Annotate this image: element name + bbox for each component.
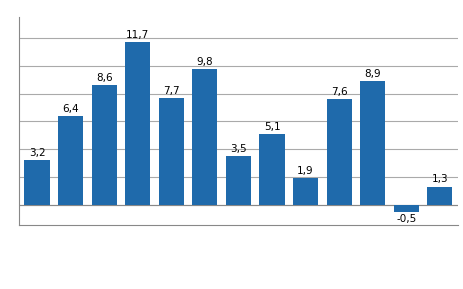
Bar bbox=[293, 178, 318, 205]
Text: 9,8: 9,8 bbox=[197, 57, 213, 66]
Text: 1,9: 1,9 bbox=[297, 166, 314, 176]
Bar bbox=[192, 69, 218, 205]
Bar bbox=[259, 134, 285, 205]
Bar bbox=[394, 205, 419, 212]
Text: -0,5: -0,5 bbox=[396, 214, 416, 224]
Text: 5,1: 5,1 bbox=[264, 122, 280, 132]
Bar bbox=[58, 116, 83, 205]
Text: 3,5: 3,5 bbox=[230, 144, 247, 154]
Bar bbox=[159, 98, 184, 205]
Text: 7,6: 7,6 bbox=[331, 87, 348, 97]
Bar bbox=[427, 187, 452, 205]
Bar bbox=[125, 42, 150, 205]
Text: 1,3: 1,3 bbox=[432, 175, 448, 184]
Bar bbox=[360, 81, 385, 205]
Text: 6,4: 6,4 bbox=[62, 104, 79, 114]
Bar bbox=[25, 160, 50, 205]
Text: 7,7: 7,7 bbox=[163, 86, 180, 96]
Text: 8,9: 8,9 bbox=[364, 69, 381, 79]
Text: 8,6: 8,6 bbox=[96, 73, 113, 83]
Bar bbox=[92, 85, 117, 205]
Text: 11,7: 11,7 bbox=[126, 30, 150, 40]
Bar bbox=[226, 156, 251, 205]
Text: 3,2: 3,2 bbox=[29, 148, 45, 158]
Bar bbox=[326, 99, 352, 205]
